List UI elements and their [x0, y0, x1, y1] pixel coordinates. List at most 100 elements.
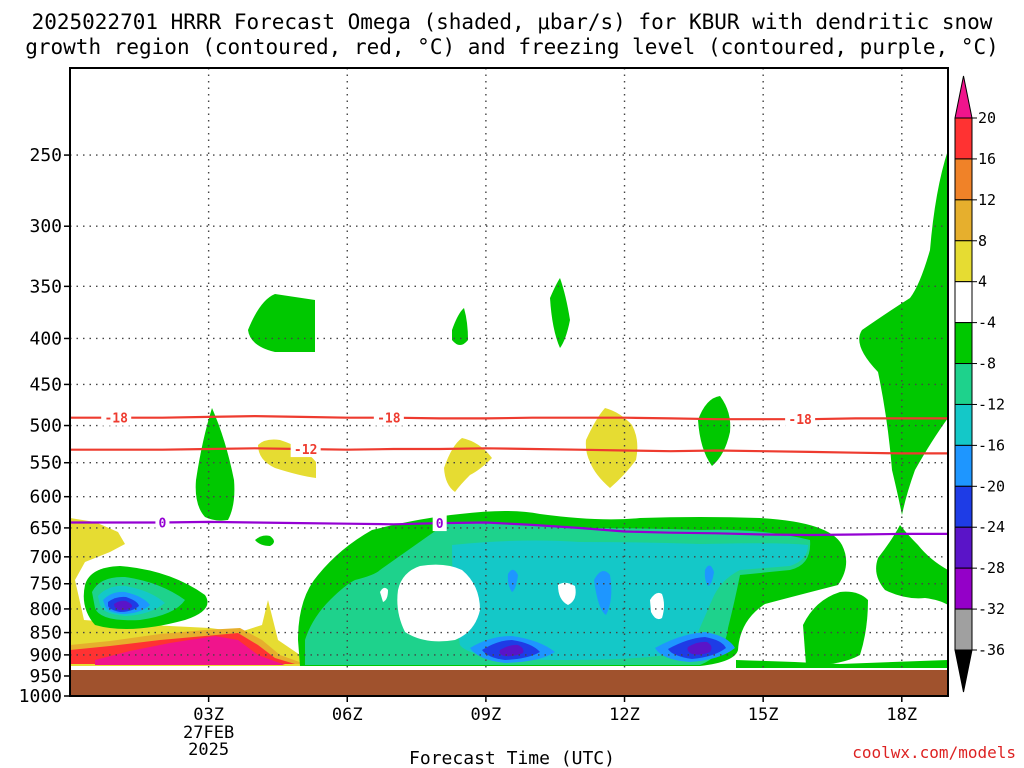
contour-line	[70, 447, 948, 455]
plot-frame	[69, 67, 949, 697]
omega-region	[803, 591, 868, 666]
omega-region	[195, 408, 235, 521]
colorbar-segment	[954, 608, 973, 651]
colorbar-label: -36	[978, 641, 1005, 659]
x-tick-label: 06Z	[332, 705, 363, 725]
x-tick-label: 18Z	[886, 705, 917, 725]
omega-region	[698, 396, 731, 466]
contour-label-bg	[785, 411, 816, 428]
x-tick-label: 09Z	[471, 705, 502, 725]
omega-region	[255, 535, 274, 546]
omega-region	[95, 636, 285, 665]
omega-region	[452, 308, 468, 345]
colorbar-segment	[954, 322, 973, 365]
contour-label: -12	[294, 443, 317, 458]
colorbar-label: -28	[978, 559, 1005, 577]
y-tick-label: 750	[29, 574, 62, 595]
ground-surface	[70, 670, 948, 696]
omega-region	[248, 294, 315, 352]
omega-region	[550, 278, 570, 348]
omega-region	[650, 592, 664, 620]
colorbar-segment	[954, 526, 973, 569]
x-axis-label: Forecast Time (UTC)	[409, 748, 615, 768]
omega-region	[585, 408, 638, 488]
y-tick-label: 400	[29, 328, 62, 349]
y-tick-label: 300	[29, 216, 62, 237]
colorbar-label: 8	[978, 232, 987, 250]
colorbar-segment	[954, 403, 973, 446]
colorbar-segment	[954, 75, 973, 119]
contour-label-bg	[155, 514, 170, 531]
y-tick-label: 900	[29, 645, 62, 666]
omega-region	[70, 518, 320, 666]
x-tick-sublabel: 27FEB	[183, 723, 234, 743]
omega-region	[397, 564, 480, 642]
contour-label: 0	[436, 517, 444, 532]
colorbar-label: -32	[978, 600, 1005, 618]
plot-area: -18 -18 -18 -12 0 0	[69, 67, 949, 697]
y-tick-label: 850	[29, 623, 62, 644]
y-tick-label: 800	[29, 599, 62, 620]
contour-lines: -18 -18 -18 -12 0 0	[70, 409, 948, 537]
omega-region	[444, 438, 492, 492]
grid	[70, 68, 948, 696]
contour-label: -18	[788, 413, 812, 428]
y-axis: 2503003504004505005506006507007508008509…	[19, 145, 70, 707]
omega-region	[114, 600, 133, 611]
colorbar-label: -24	[978, 518, 1005, 536]
colorbar-segment	[954, 199, 973, 242]
y-tick-label: 550	[29, 453, 62, 474]
contour-line	[70, 520, 948, 537]
colorbar-label: -20	[978, 477, 1005, 495]
y-tick-label: 950	[29, 666, 62, 687]
omega-region	[736, 660, 948, 668]
omega-region	[499, 644, 524, 657]
colorbar-segment	[954, 240, 973, 283]
colorbar-segment	[954, 117, 973, 160]
y-tick-label: 350	[29, 276, 62, 297]
colorbar-segment	[954, 649, 973, 693]
contour-label-bg	[373, 409, 404, 426]
x-tick-sublabel: 2025	[188, 740, 229, 760]
y-tick-label: 650	[29, 518, 62, 539]
omega-region	[380, 587, 388, 602]
x-tick-label: 15Z	[748, 705, 779, 725]
colorbar: 20 16 12 8 4 -4 -8 -12 -16 -20 -24 -28 -32 -36	[954, 75, 1005, 693]
omega-region	[507, 569, 518, 592]
omega-region	[876, 525, 948, 605]
colorbar-label: 20	[978, 109, 996, 127]
contour-label-bg	[432, 515, 447, 532]
credit-link[interactable]: coolwx.com/models	[852, 743, 1016, 762]
colorbar-label: -4	[978, 314, 996, 332]
contour-label-bg	[290, 441, 321, 458]
y-tick-label: 450	[29, 374, 62, 395]
y-tick-label: 600	[29, 487, 62, 508]
y-tick-label: 700	[29, 547, 62, 568]
omega-shading	[70, 150, 948, 668]
contour-label: 0	[159, 516, 167, 531]
contour-label-bg	[101, 409, 132, 426]
colorbar-segment	[954, 567, 973, 610]
colorbar-label: 12	[978, 191, 996, 209]
x-tick-label: 12Z	[609, 705, 640, 725]
colorbar-segment	[954, 158, 973, 201]
x-tick-label: 03Z	[193, 705, 224, 725]
contour-label: -18	[104, 412, 128, 427]
omega-region	[704, 565, 714, 586]
colorbar-segment	[954, 363, 973, 405]
colorbar-segment	[954, 485, 973, 528]
contour-label: -18	[377, 412, 401, 427]
colorbar-label: -16	[978, 436, 1005, 454]
colorbar-segment	[954, 444, 973, 487]
colorbar-segment	[954, 281, 973, 324]
contour-line	[70, 414, 948, 421]
y-tick-label: 500	[29, 416, 62, 437]
omega-region	[687, 641, 712, 655]
omega-region	[452, 540, 808, 660]
colorbar-label: 16	[978, 150, 996, 168]
colorbar-label: 4	[978, 273, 987, 291]
omega-region	[558, 582, 576, 605]
omega-region	[594, 571, 612, 615]
